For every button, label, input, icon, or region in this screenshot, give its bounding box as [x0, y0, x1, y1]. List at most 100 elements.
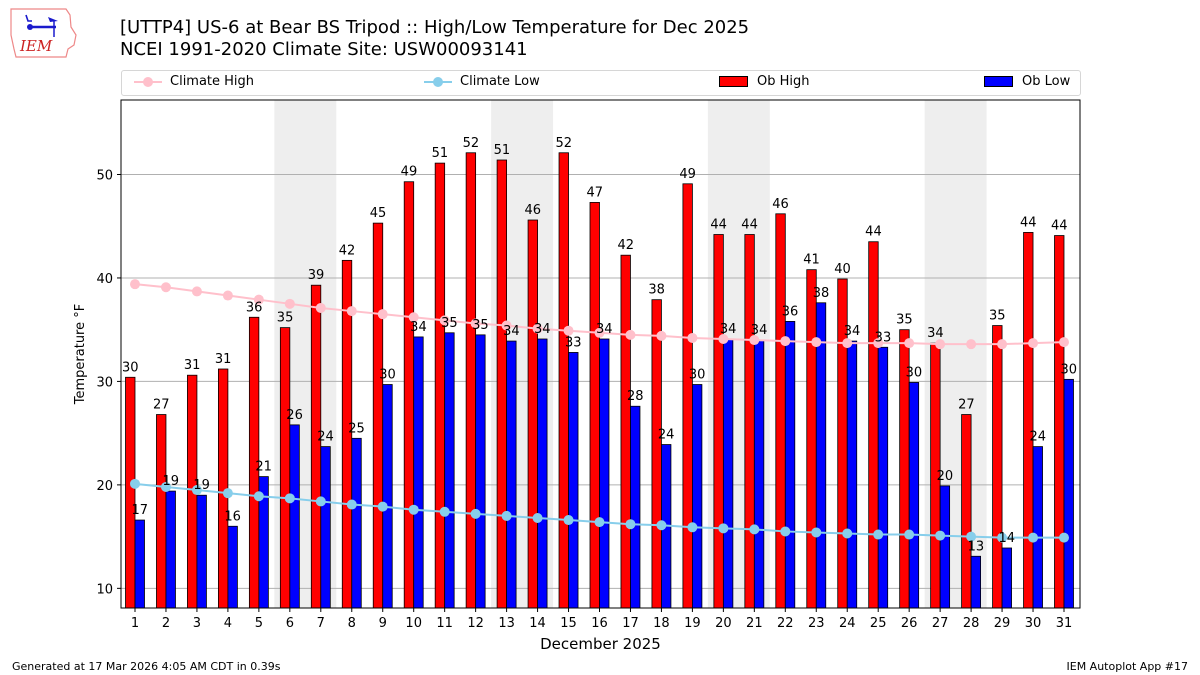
ob-low-bar: [815, 302, 827, 609]
climate-low-point: [532, 512, 543, 523]
climate-low-swatch: [424, 75, 452, 89]
climate-low-point: [284, 493, 295, 504]
ob-high-bar: [620, 254, 631, 609]
ob-low-bar: [722, 338, 734, 609]
ob-high-bar: [156, 414, 167, 609]
climate-low-point: [470, 508, 481, 519]
ob-high-label: 38: [648, 283, 665, 298]
ob-low-label: 30: [906, 365, 923, 380]
ob-high-label: 47: [586, 185, 603, 200]
ob-low-label: 38: [813, 286, 830, 301]
x-tick-label: 15: [560, 616, 577, 631]
ob-high-bar: [403, 181, 415, 609]
climate-high-point: [935, 339, 946, 350]
climate-high-point: [687, 332, 698, 343]
ob-low-bar: [970, 555, 981, 609]
ob-low-bar: [227, 525, 238, 609]
climate-high-point: [811, 337, 822, 348]
climate-low-point: [997, 532, 1008, 543]
climate-high-swatch: [134, 75, 162, 89]
ob-low-label: 19: [162, 474, 179, 489]
y-tick-label: 10: [96, 582, 113, 597]
ob-high-bar: [744, 234, 755, 609]
x-tick-label: 11: [436, 616, 453, 631]
ob-low-label: 30: [1060, 362, 1077, 377]
climate-low-point: [253, 491, 264, 502]
ob-low-label: 20: [937, 469, 954, 484]
ob-low-bar: [506, 340, 517, 609]
ob-low-bar: [1063, 378, 1074, 609]
ob-low-label: 26: [286, 408, 303, 423]
climate-low-point: [811, 527, 822, 538]
climate-high-point: [718, 333, 729, 344]
ob-high-label: 41: [803, 253, 820, 268]
y-tick-label: 40: [96, 272, 113, 287]
ob-low-bar: [289, 424, 300, 609]
x-tick-label: 8: [348, 616, 356, 631]
ob-low-label: 30: [379, 368, 396, 383]
ob-high-bar: [961, 414, 972, 609]
climate-high-point: [1059, 337, 1069, 348]
legend-item-climate-high: Climate High: [134, 74, 254, 89]
climate-high-point: [966, 339, 977, 350]
climate-low-point: [966, 531, 977, 542]
chart-title: [UTTP4] US-6 at Bear BS Tripod :: High/L…: [120, 17, 750, 38]
ob-high-label: 34: [927, 326, 944, 341]
ob-high-bar: [1054, 235, 1065, 609]
climate-low-point: [842, 528, 853, 539]
climate-high-point: [439, 315, 450, 326]
ob-low-label: 34: [410, 320, 427, 335]
ob-high-label: 46: [525, 203, 542, 218]
climate-low-point: [315, 496, 326, 507]
ob-low-label: 25: [348, 421, 365, 436]
climate-high-point: [563, 325, 574, 336]
x-tick-label: 16: [591, 616, 608, 631]
ob-low-bar: [846, 340, 858, 609]
ob-high-bar: [1023, 232, 1034, 609]
climate-high-point: [377, 309, 388, 320]
x-tick-label: 21: [746, 616, 763, 631]
climate-high-point: [873, 338, 884, 349]
ob-low-bar: [568, 352, 579, 609]
climate-low-point: [904, 529, 915, 540]
ob-low-label: 34: [720, 322, 737, 337]
climate-high-point: [315, 302, 326, 313]
climate-low-point: [563, 515, 574, 526]
ob-high-bar: [496, 159, 508, 609]
x-tick-label: 3: [193, 616, 201, 631]
ob-high-bar: [372, 222, 384, 609]
x-tick-label: 5: [255, 616, 263, 631]
x-tick-label: 4: [224, 616, 232, 631]
x-tick-label: 29: [994, 616, 1011, 631]
ob-high-label: 44: [1051, 219, 1068, 234]
ob-high-label: 42: [617, 238, 634, 253]
climate-high-point: [408, 312, 419, 323]
x-tick-label: 12: [467, 616, 484, 631]
ob-high-label: 51: [432, 146, 449, 161]
climate-low-point: [377, 501, 388, 512]
ob-high-swatch: [719, 76, 748, 87]
ob-low-label: 34: [503, 324, 520, 339]
x-tick-label: 19: [684, 616, 701, 631]
generated-timestamp: Generated at 17 Mar 2026 4:05 AM CDT in …: [12, 660, 281, 673]
x-tick-label: 2: [162, 616, 170, 631]
x-tick-label: 14: [529, 616, 546, 631]
ob-low-bar: [320, 446, 331, 609]
climate-high-point: [656, 330, 667, 341]
ob-high-label: 31: [184, 358, 201, 373]
ob-high-label: 52: [463, 136, 480, 151]
x-tick-label: 20: [715, 616, 732, 631]
climate-low-point: [501, 510, 512, 521]
x-tick-label: 28: [963, 616, 980, 631]
climate-high-point: [191, 286, 202, 297]
ob-low-bar: [382, 384, 393, 609]
climate-low-point: [935, 530, 946, 541]
x-tick-label: 31: [1056, 616, 1073, 631]
climate-low-point: [191, 485, 202, 496]
ob-high-label: 42: [339, 243, 356, 258]
climate-low-point: [222, 488, 233, 499]
ob-high-bar: [589, 202, 600, 609]
ob-low-bar: [599, 338, 610, 609]
ob-high-label: 36: [246, 300, 263, 315]
y-tick-label: 30: [96, 375, 113, 390]
